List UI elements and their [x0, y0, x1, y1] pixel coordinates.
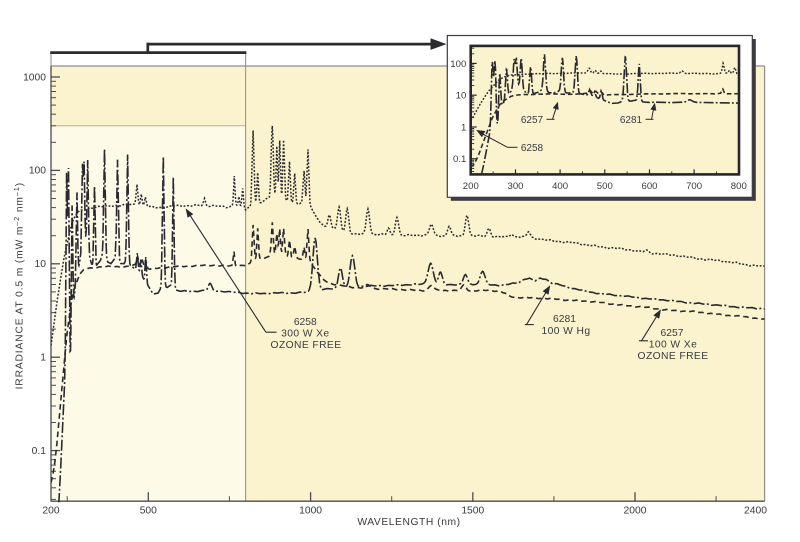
svg-text:6258: 6258: [521, 143, 544, 154]
svg-text:100: 100: [29, 166, 46, 177]
svg-text:10: 10: [35, 259, 47, 270]
svg-text:0.1: 0.1: [453, 154, 466, 165]
svg-text:500: 500: [140, 506, 157, 517]
svg-text:800: 800: [731, 181, 747, 192]
svg-text:500: 500: [597, 181, 613, 192]
svg-text:400: 400: [552, 181, 568, 192]
svg-text:6257: 6257: [521, 115, 544, 126]
svg-text:100 W Hg: 100 W Hg: [542, 326, 591, 337]
svg-text:200: 200: [463, 181, 479, 192]
svg-text:6257: 6257: [661, 328, 684, 339]
svg-text:6281: 6281: [553, 314, 576, 325]
svg-text:WAVELENGTH (nm): WAVELENGTH (nm): [357, 517, 460, 528]
svg-text:2000: 2000: [624, 506, 647, 517]
svg-text:1: 1: [40, 353, 46, 364]
svg-text:300: 300: [507, 181, 523, 192]
svg-text:IRRADIANCE AT 0.5 m (mW m–2 nm: IRRADIANCE AT 0.5 m (mW m–2 nm–1): [12, 182, 25, 389]
svg-text:300 W Xe: 300 W Xe: [281, 329, 329, 340]
svg-text:1000: 1000: [299, 506, 322, 517]
svg-text:6258: 6258: [294, 317, 317, 328]
svg-text:OZONE FREE: OZONE FREE: [271, 340, 342, 351]
svg-text:600: 600: [641, 181, 657, 192]
svg-text:2400: 2400: [744, 506, 767, 517]
svg-text:1000: 1000: [23, 73, 46, 84]
svg-text:OZONE FREE: OZONE FREE: [638, 351, 709, 362]
svg-text:6281: 6281: [620, 115, 643, 126]
svg-text:1500: 1500: [461, 506, 484, 517]
svg-text:10: 10: [456, 91, 467, 102]
svg-text:0.1: 0.1: [32, 446, 47, 457]
svg-text:700: 700: [686, 181, 702, 192]
svg-text:100: 100: [450, 59, 466, 70]
svg-text:100 W Xe: 100 W Xe: [649, 340, 697, 351]
svg-text:200: 200: [42, 506, 59, 517]
svg-text:1: 1: [461, 122, 466, 133]
